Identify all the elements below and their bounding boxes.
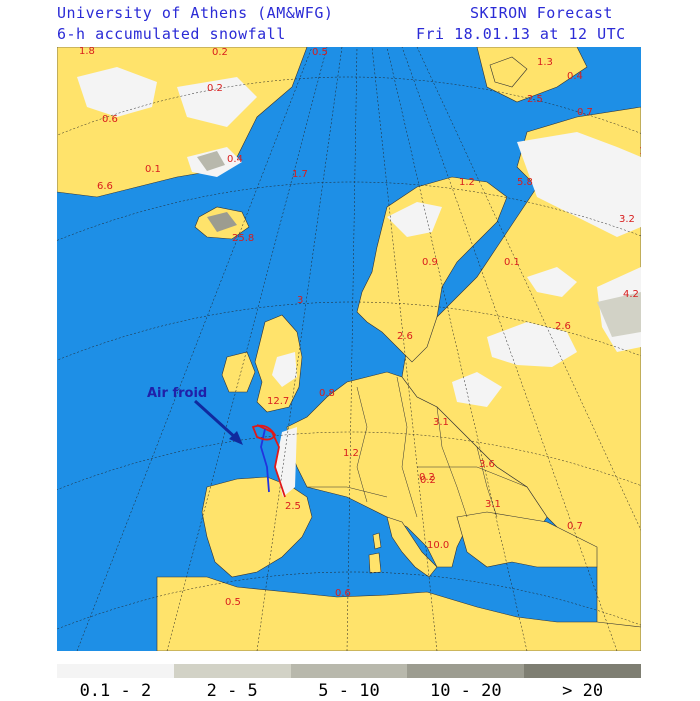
snowfall-value: 5.8	[517, 177, 533, 188]
land-areas	[57, 47, 641, 651]
valid-time: Fri 18.01.13 at 12 UTC	[416, 25, 626, 43]
front-lines	[251, 424, 286, 498]
snowfall-value: 0.2	[212, 47, 228, 58]
snowfall-value: 1.2	[459, 177, 475, 188]
snowfall-value: 0.5	[225, 597, 241, 608]
heavy-snow-areas	[197, 151, 641, 337]
snowfall-value: 6.6	[97, 181, 113, 192]
snowfall-value: 0.6	[335, 588, 351, 599]
snowfall-value: 12.7	[267, 396, 289, 407]
snowfall-value: 0.5	[312, 47, 328, 58]
legend-label-3: 10 - 20	[429, 681, 502, 701]
snowfall-value: 3.2	[619, 214, 635, 225]
snowfall-value: 0.1	[504, 257, 520, 268]
field-title: 6-h accumulated snowfall	[57, 25, 286, 43]
product-title: SKIRON Forecast	[470, 4, 613, 22]
annotation-arrowhead	[229, 431, 243, 445]
snowfall-value: 0.2	[419, 472, 435, 483]
snowfall-value: 1.3	[537, 57, 553, 68]
snowfall-map: Air froid 1.8 0.2 0.5 1.3 0.4 0.2 0.6 2.5 0.7 0.4…	[57, 47, 641, 651]
legend-swatch-4	[524, 664, 641, 678]
institution-title: University of Athens (AM&WFG)	[57, 4, 334, 22]
annotation-arrow	[193, 399, 239, 441]
snowfall-value: 0.2	[207, 83, 223, 94]
legend-colorbar	[57, 664, 641, 678]
snowfall-value: 0.7	[567, 521, 583, 532]
snowfall-value: 10.0	[427, 540, 449, 551]
snowfall-value: 2.5	[527, 94, 543, 105]
snowfall-value: 1.2	[343, 448, 359, 459]
snowfall-value: 0.9	[422, 257, 438, 268]
snowfall-value: 0.7	[577, 107, 593, 118]
legend-swatch-2	[290, 664, 408, 678]
snowfall-value: 2.6	[555, 321, 571, 332]
legend-swatch-3	[407, 664, 525, 678]
graticule	[57, 47, 641, 651]
annotation-label: Air froid	[147, 386, 207, 401]
snowfall-value: 1.7	[292, 169, 308, 180]
snowfall-value: 3.6	[479, 459, 495, 470]
snowfall-value: 0.6	[102, 114, 118, 125]
snowfall-value: 3.1	[433, 417, 449, 428]
legend-swatch-1	[173, 664, 291, 678]
snowfall-value: 2.5	[285, 501, 301, 512]
snowfall-values: 1.8 0.2 0.5 1.3 0.4 0.2 0.6 2.5 0.7 0.4 0.1 6.6 1.2 1…	[79, 47, 641, 608]
legend-label-1: 2 - 5	[206, 681, 258, 701]
snowfall-value: 1.2	[639, 146, 641, 157]
legend-label-2: 5 - 10	[318, 681, 380, 701]
snowfall-value: 0.2	[420, 475, 436, 486]
snowfall-value: 3	[297, 295, 303, 306]
legend-label-4: > 20	[562, 681, 604, 701]
snowfall-value: 2.6	[397, 331, 413, 342]
snowfall-value: 1.8	[79, 47, 95, 57]
legend-labels: 0.1 - 2 2 - 5 5 - 10 10 - 20 > 20	[57, 681, 641, 701]
snowfall-value: 4.2	[623, 289, 639, 300]
snowfall-value: 0.4	[227, 154, 243, 165]
snowfall-value: 0.1	[145, 164, 161, 175]
snowfall-value: 3.1	[485, 499, 501, 510]
legend-swatch-0	[57, 664, 174, 678]
snowfall-value: 25.8	[232, 233, 254, 244]
snowfall-value: 0.4	[567, 71, 583, 82]
country-borders	[307, 376, 528, 518]
legend-label-0: 0.1 - 2	[79, 681, 152, 701]
snowfall-value: 0.8	[319, 388, 335, 399]
